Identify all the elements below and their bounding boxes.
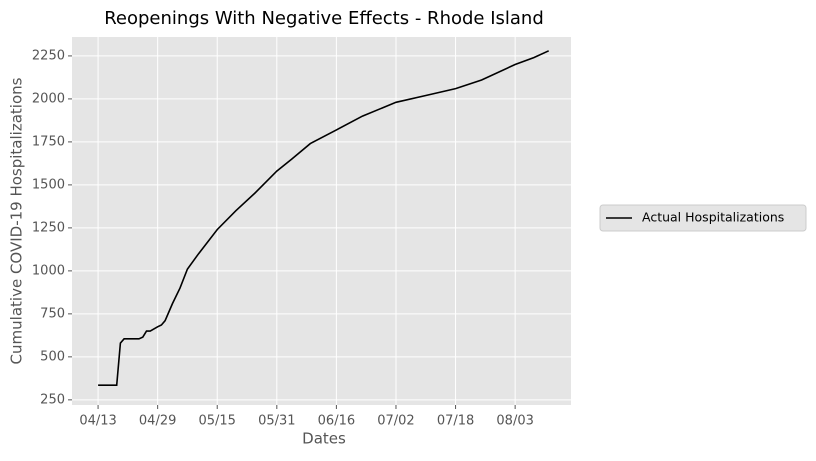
x-tick-label: 04/13 [79, 414, 116, 429]
y-tick-label: 2250 [32, 48, 65, 63]
legend-label: Actual Hospitalizations [642, 210, 784, 225]
x-tick-label: 05/31 [258, 414, 295, 429]
chart-title: Reopenings With Negative Effects - Rhode… [104, 8, 544, 29]
x-tick-label: 07/02 [377, 414, 414, 429]
y-tick-label: 500 [40, 349, 65, 364]
x-tick-label: 06/16 [318, 414, 355, 429]
legend-box [599, 204, 807, 232]
y-tick-label: 750 [40, 306, 65, 321]
x-tick-label: 08/03 [496, 414, 533, 429]
x-axis-label: Dates [302, 430, 346, 448]
y-tick-label: 1000 [32, 263, 65, 278]
x-tick-label: 05/15 [198, 414, 235, 429]
x-tick-label: 04/29 [139, 414, 176, 429]
y-tick-label: 250 [40, 392, 65, 407]
y-tick-label: 1500 [32, 177, 65, 192]
y-axis-label: Cumulative COVID-19 Hospitalizations [8, 77, 26, 364]
data-line [98, 50, 550, 386]
y-tick-label: 2000 [32, 91, 65, 106]
x-tick-label: 07/18 [437, 414, 474, 429]
y-tick-label: 1750 [32, 134, 65, 149]
plot-area [72, 37, 571, 405]
y-tick-label: 1250 [32, 220, 65, 235]
